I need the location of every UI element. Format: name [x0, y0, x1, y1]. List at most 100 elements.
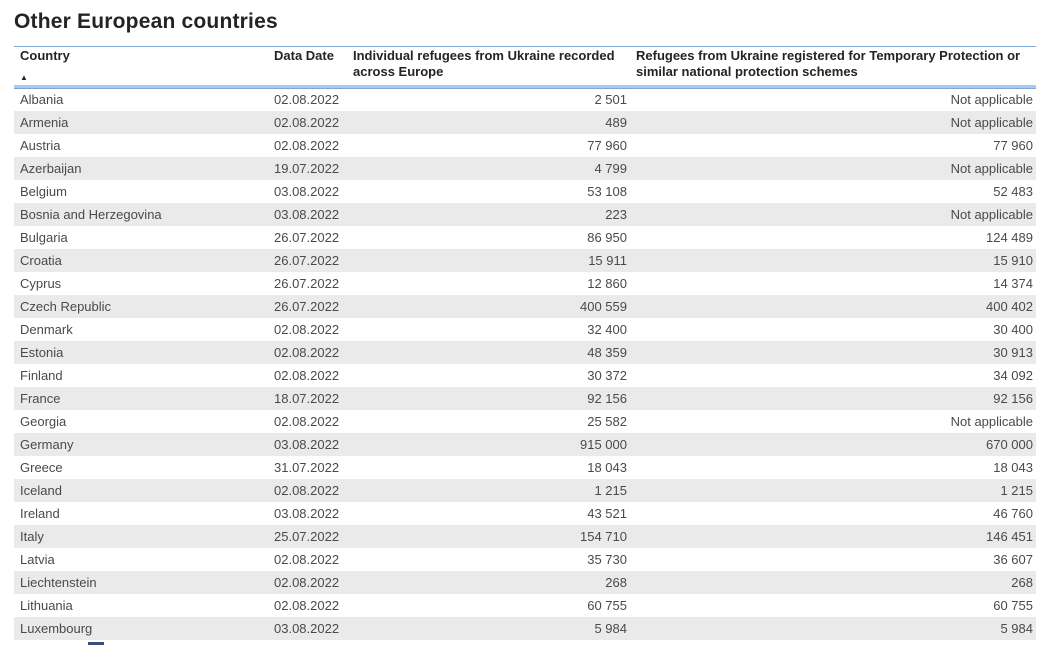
table-row[interactable]: Georgia 02.08.2022 25 582 Not applicable: [14, 410, 1036, 433]
cell-temporary: 670 000: [986, 437, 1033, 452]
cell-date: 31.07.2022: [274, 460, 340, 475]
cell-date: 03.08.2022: [274, 621, 340, 636]
cell-country: Ireland: [20, 506, 60, 521]
table-row[interactable]: Armenia 02.08.2022 489 Not applicable: [14, 111, 1036, 134]
cell-country: Belgium: [20, 184, 67, 199]
cell-temporary: 15 910: [993, 253, 1033, 268]
cell-individual: 1 215: [594, 483, 627, 498]
table-row[interactable]: Bulgaria 26.07.2022 86 950 124 489: [14, 226, 1036, 249]
cell-country: Austria: [20, 138, 61, 153]
cell-date: 02.08.2022: [274, 598, 340, 613]
cell-individual: 43 521: [587, 506, 627, 521]
cell-temporary: Not applicable: [950, 115, 1033, 130]
table-row[interactable]: Finland 02.08.2022 30 372 34 092: [14, 364, 1036, 387]
cell-temporary: 18 043: [993, 460, 1033, 475]
cell-country: Bosnia and Herzegovina: [20, 207, 162, 222]
table-row[interactable]: Cyprus 26.07.2022 12 860 14 374: [14, 272, 1036, 295]
cell-country: Azerbaijan: [20, 161, 82, 176]
cell-date: 02.08.2022: [274, 345, 340, 360]
table-row[interactable]: Germany 03.08.2022 915 000 670 000: [14, 433, 1036, 456]
cell-country: Iceland: [20, 483, 62, 498]
cell-country: Cyprus: [20, 276, 62, 291]
table-row[interactable]: Czech Republic 26.07.2022 400 559 400 402: [14, 295, 1036, 318]
table-row[interactable]: France 18.07.2022 92 156 92 156: [14, 387, 1036, 410]
table-row[interactable]: Albania 02.08.2022 2 501 Not applicable: [14, 88, 1036, 111]
table-row[interactable]: Belgium 03.08.2022 53 108 52 483: [14, 180, 1036, 203]
table-row[interactable]: Bosnia and Herzegovina 03.08.2022 223 Not a…: [14, 203, 1036, 226]
column-header-data-date[interactable]: Data Date: [268, 46, 347, 85]
column-header-country[interactable]: Country ▲: [14, 46, 268, 85]
cell-country: Estonia: [20, 345, 64, 360]
cell-country: Lithuania: [20, 598, 73, 613]
cell-individual: 53 108: [587, 184, 627, 199]
table-row[interactable]: Greece 31.07.2022 18 043 18 043: [14, 456, 1036, 479]
table-row[interactable]: Estonia 02.08.2022 48 359 30 913: [14, 341, 1036, 364]
cell-individual: 60 755: [587, 598, 627, 613]
table-row[interactable]: Luxembourg 03.08.2022 5 984 5 984: [14, 617, 1036, 640]
table-row[interactable]: Denmark 02.08.2022 32 400 30 400: [14, 318, 1036, 341]
cell-individual: 35 730: [587, 552, 627, 567]
table-row[interactable]: Azerbaijan 19.07.2022 4 799 Not applicable: [14, 157, 1036, 180]
table-row[interactable]: Lithuania 02.08.2022 60 755 60 755: [14, 594, 1036, 617]
cell-date: 02.08.2022: [274, 575, 340, 590]
cell-individual: 25 582: [587, 414, 627, 429]
column-header-temporary-protection-label: Refugees from Ukraine registered for Tem…: [636, 48, 1021, 79]
cell-temporary: Not applicable: [950, 414, 1033, 429]
cell-country: Germany: [20, 437, 74, 452]
column-header-individual-refugees[interactable]: Individual refugees from Ukraine recorde…: [347, 46, 630, 85]
cell-temporary: 146 451: [986, 529, 1033, 544]
cell-temporary: 14 374: [993, 276, 1033, 291]
data-table: Country ▲ Data Date Individual refugees …: [14, 46, 1036, 640]
table-row[interactable]: Latvia 02.08.2022 35 730 36 607: [14, 548, 1036, 571]
cell-individual: 77 960: [587, 138, 627, 153]
cell-date: 03.08.2022: [274, 506, 340, 521]
cell-temporary: Not applicable: [950, 92, 1033, 107]
cell-temporary: 1 215: [1000, 483, 1033, 498]
table-row[interactable]: Italy 25.07.2022 154 710 146 451: [14, 525, 1036, 548]
column-header-temporary-protection[interactable]: Refugees from Ukraine registered for Tem…: [630, 46, 1036, 85]
table-row[interactable]: Iceland 02.08.2022 1 215 1 215: [14, 479, 1036, 502]
cell-individual: 15 911: [588, 253, 627, 268]
cell-date: 18.07.2022: [274, 391, 340, 406]
page-title: Other European countries: [14, 10, 278, 33]
cell-date: 02.08.2022: [274, 368, 340, 383]
cell-temporary: 77 960: [993, 138, 1033, 153]
cell-individual: 86 950: [587, 230, 627, 245]
table-row[interactable]: Ireland 03.08.2022 43 521 46 760: [14, 502, 1036, 525]
cell-country: Denmark: [20, 322, 73, 337]
cell-date: 03.08.2022: [274, 437, 340, 452]
cell-country: Albania: [20, 92, 64, 107]
cell-country: Czech Republic: [20, 299, 112, 314]
cell-individual: 223: [605, 207, 627, 222]
cell-individual: 268: [605, 575, 627, 590]
cell-date: 26.07.2022: [274, 253, 340, 268]
cell-date: 26.07.2022: [274, 230, 340, 245]
cell-date: 03.08.2022: [274, 184, 340, 199]
cell-individual: 32 400: [587, 322, 627, 337]
cell-country: Latvia: [20, 552, 55, 567]
cell-country: France: [20, 391, 61, 406]
cell-country: Luxembourg: [20, 621, 93, 636]
column-header-country-label: Country: [20, 48, 70, 63]
cell-individual: 18 043: [587, 460, 627, 475]
cell-date: 02.08.2022: [274, 322, 340, 337]
sort-ascending-icon[interactable]: ▲: [20, 73, 28, 82]
cell-temporary: 30 913: [993, 345, 1033, 360]
column-header-data-date-label: Data Date: [274, 48, 334, 63]
cell-individual: 400 559: [580, 299, 627, 314]
table-header: Country ▲ Data Date Individual refugees …: [14, 46, 1036, 89]
cell-temporary: 92 156: [993, 391, 1033, 406]
cell-temporary: 400 402: [986, 299, 1033, 314]
cell-individual: 2 501: [594, 92, 627, 107]
cell-temporary: Not applicable: [950, 207, 1033, 222]
cell-date: 02.08.2022: [274, 115, 340, 130]
cell-individual: 48 359: [587, 345, 627, 360]
cell-date: 02.08.2022: [274, 552, 340, 567]
cell-temporary: 30 400: [993, 322, 1033, 337]
cell-country: Armenia: [20, 115, 69, 130]
table-row[interactable]: Croatia 26.07.2022 15 911 15 910: [14, 249, 1036, 272]
cell-individual: 489: [605, 115, 627, 130]
table-row[interactable]: Liechtenstein 02.08.2022 268 268: [14, 571, 1036, 594]
table-row[interactable]: Austria 02.08.2022 77 960 77 960: [14, 134, 1036, 157]
